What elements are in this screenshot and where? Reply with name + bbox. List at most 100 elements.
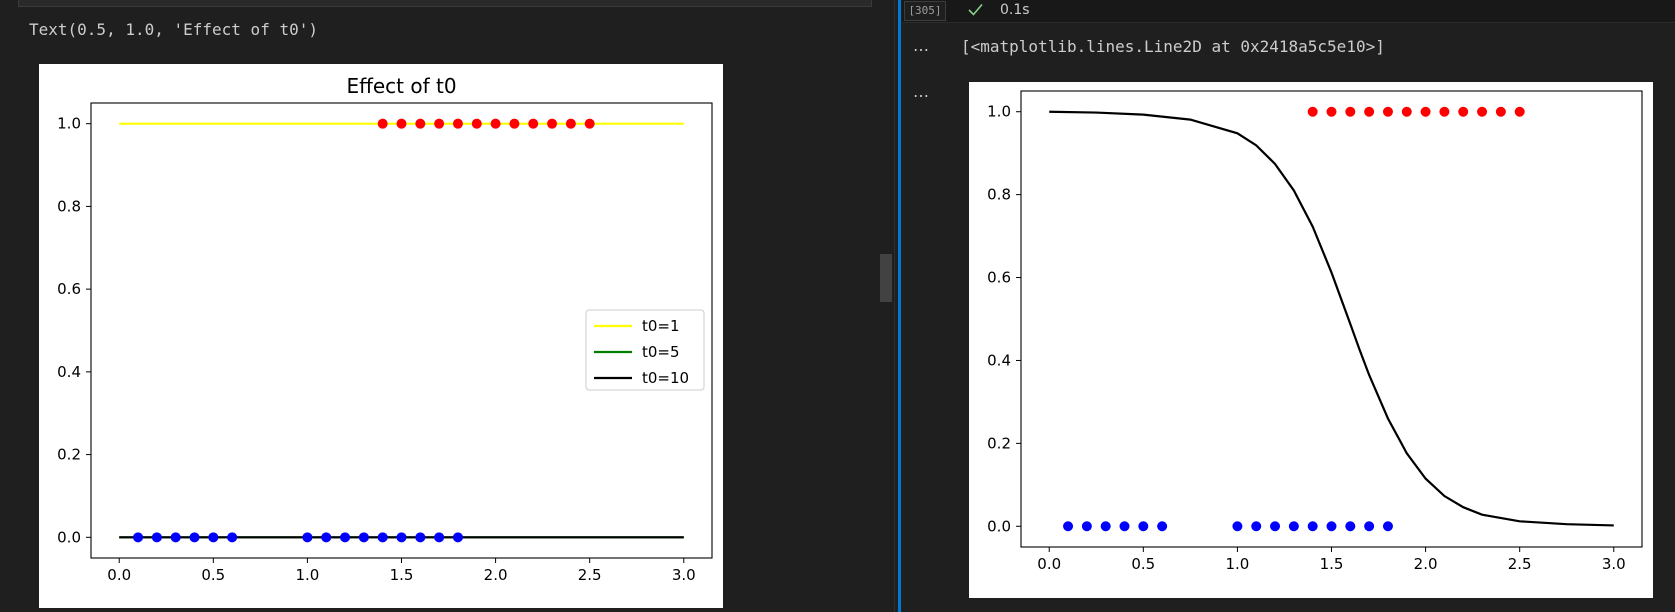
x-tick-label: 2.5	[1508, 555, 1532, 573]
y-tick-label: 0.4	[57, 363, 81, 381]
check-icon	[966, 0, 984, 20]
data-point	[208, 532, 219, 543]
y-tick-label: 0.0	[987, 517, 1011, 535]
data-point	[1345, 521, 1356, 532]
y-tick-label: 0.8	[987, 186, 1011, 204]
x-tick-label: 2.0	[484, 566, 508, 584]
x-tick-label: 0.5	[1131, 555, 1155, 573]
data-point	[1307, 521, 1318, 532]
x-tick-label: 0.5	[201, 566, 225, 584]
x-tick-label: 1.0	[1225, 555, 1249, 573]
data-point	[471, 118, 482, 129]
chart-figure-right: 0.0 0.5 1.0 1.5 2.0 2.5 3.0 0.0 0.2 0.4 0.6 0.8 1.0	[969, 82, 1653, 598]
data-point	[396, 532, 407, 543]
cell-output-text: Text(0.5, 1.0, 'Effect of t0')	[29, 20, 318, 39]
data-point	[452, 118, 463, 129]
data-point	[1157, 521, 1168, 532]
data-point	[1439, 106, 1450, 117]
data-point	[1063, 521, 1074, 532]
data-point	[377, 532, 388, 543]
chart-figure-left: Effect of t0 0.0 0.5 1.0 1.5 2.0 2.5 3.0 0.0 0.2 0…	[39, 64, 723, 608]
x-tick-label: 3.0	[672, 566, 696, 584]
data-point	[302, 532, 313, 543]
data-point	[1326, 521, 1337, 532]
data-point	[1100, 521, 1111, 532]
data-point	[1307, 106, 1318, 117]
data-point	[1364, 106, 1375, 117]
y-tick-label: 1.0	[987, 103, 1011, 121]
x-tick-label: 3.0	[1602, 555, 1626, 573]
data-point	[528, 118, 539, 129]
cell-status-bar	[902, 0, 1675, 23]
data-point	[377, 118, 388, 129]
output-menu-ellipsis-icon[interactable]: …	[913, 36, 930, 55]
data-point	[396, 118, 407, 129]
pane-divider[interactable]	[894, 0, 895, 612]
cell-output-text: [<matplotlib.lines.Line2D at 0x2418a5c5e…	[961, 37, 1385, 56]
plot-frame	[1020, 90, 1643, 548]
data-point	[1458, 106, 1469, 117]
y-tick-label: 0.6	[57, 280, 81, 298]
data-point	[565, 118, 576, 129]
data-point	[170, 532, 181, 543]
y-tick-label: 0.6	[987, 269, 1011, 287]
data-point	[415, 118, 426, 129]
data-point	[434, 118, 445, 129]
execution-time: 0.1s	[1000, 2, 1030, 18]
legend-box	[585, 309, 705, 391]
y-tick-label: 1.0	[57, 115, 81, 133]
x-tick-label: 0.0	[107, 566, 131, 584]
chart-sigmoid: 0.0 0.5 1.0 1.5 2.0 2.5 3.0 0.0 0.2 0.4 0.6 0.8 1.0	[987, 90, 1643, 573]
data-point	[1232, 521, 1243, 532]
data-point	[1251, 521, 1262, 532]
data-point	[1326, 106, 1337, 117]
data-point	[415, 532, 426, 543]
data-point	[1382, 106, 1393, 117]
execution-count-badge: [305]	[904, 1, 946, 21]
data-point	[133, 532, 144, 543]
y-tick-label: 0.2	[987, 434, 1011, 452]
data-point	[1401, 106, 1412, 117]
data-point	[1477, 106, 1488, 117]
legend-label: t0=10	[642, 369, 689, 387]
data-point	[1382, 521, 1393, 532]
series-line-0	[1049, 110, 1614, 527]
data-point	[584, 118, 595, 129]
legend-label: t0=5	[642, 343, 680, 361]
cell-focus-bar	[898, 0, 901, 612]
data-point	[1081, 521, 1092, 532]
data-point	[1514, 106, 1525, 117]
x-tick-label: 0.0	[1037, 555, 1061, 573]
data-point	[1420, 106, 1431, 117]
x-tick-label: 1.5	[1320, 555, 1344, 573]
x-tick-label: 2.0	[1414, 555, 1438, 573]
data-point	[1495, 106, 1506, 117]
data-point	[1119, 521, 1130, 532]
data-point	[1364, 521, 1375, 532]
data-point	[434, 532, 445, 543]
y-tick-label: 0.2	[57, 446, 81, 464]
data-point	[358, 532, 369, 543]
y-tick-label: 0.0	[57, 528, 81, 546]
legend: t0=1 t0=5 t0=10	[585, 309, 705, 391]
data-point	[1138, 521, 1149, 532]
chart-effect-of-t0: Effect of t0 0.0 0.5 1.0 1.5 2.0 2.5 3.0 0.0 0.2 0…	[57, 74, 713, 584]
data-point	[151, 532, 162, 543]
y-tick-label: 0.8	[57, 197, 81, 215]
y-tick-label: 0.4	[987, 351, 1011, 369]
data-point	[547, 118, 558, 129]
x-tick-label: 1.0	[295, 566, 319, 584]
data-point	[340, 532, 351, 543]
chart-title: Effect of t0	[346, 74, 456, 98]
data-point	[189, 532, 200, 543]
output-menu-ellipsis-icon[interactable]: …	[913, 82, 930, 101]
legend-label: t0=1	[642, 317, 680, 335]
data-point	[490, 118, 501, 129]
data-point	[1345, 106, 1356, 117]
scrollbar-thumb[interactable]	[880, 254, 892, 302]
x-tick-label: 1.5	[390, 566, 414, 584]
data-point	[227, 532, 238, 543]
x-tick-label: 2.5	[578, 566, 602, 584]
data-point	[1288, 521, 1299, 532]
previous-cell-edge	[18, 0, 872, 7]
